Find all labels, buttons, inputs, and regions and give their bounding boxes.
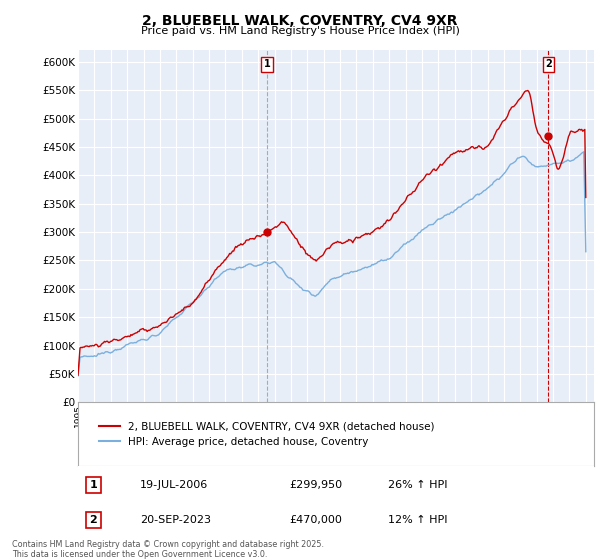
Text: Contains HM Land Registry data © Crown copyright and database right 2025.
This d: Contains HM Land Registry data © Crown c… bbox=[12, 540, 324, 559]
Text: 2: 2 bbox=[89, 515, 97, 525]
Text: £299,950: £299,950 bbox=[290, 480, 343, 490]
Text: 1: 1 bbox=[89, 480, 97, 490]
Text: 20-SEP-2023: 20-SEP-2023 bbox=[140, 515, 211, 525]
Text: £470,000: £470,000 bbox=[290, 515, 343, 525]
Text: 2, BLUEBELL WALK, COVENTRY, CV4 9XR: 2, BLUEBELL WALK, COVENTRY, CV4 9XR bbox=[142, 14, 458, 28]
Legend: 2, BLUEBELL WALK, COVENTRY, CV4 9XR (detached house), HPI: Average price, detach: 2, BLUEBELL WALK, COVENTRY, CV4 9XR (det… bbox=[94, 416, 440, 452]
Text: 19-JUL-2006: 19-JUL-2006 bbox=[140, 480, 208, 490]
Text: 12% ↑ HPI: 12% ↑ HPI bbox=[388, 515, 447, 525]
Text: Price paid vs. HM Land Registry's House Price Index (HPI): Price paid vs. HM Land Registry's House … bbox=[140, 26, 460, 36]
Text: 2: 2 bbox=[545, 59, 552, 69]
Text: 26% ↑ HPI: 26% ↑ HPI bbox=[388, 480, 447, 490]
Text: 1: 1 bbox=[263, 59, 271, 69]
